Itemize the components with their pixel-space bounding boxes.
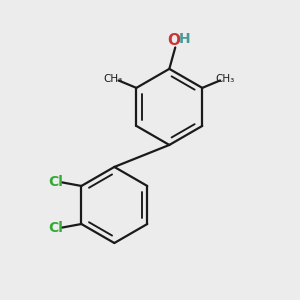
Text: CH₃: CH₃ bbox=[216, 74, 235, 84]
Text: Cl: Cl bbox=[48, 221, 63, 236]
Text: H: H bbox=[178, 32, 190, 46]
Text: CH₃: CH₃ bbox=[103, 74, 123, 84]
Text: O: O bbox=[167, 33, 180, 48]
Text: Cl: Cl bbox=[48, 175, 63, 188]
